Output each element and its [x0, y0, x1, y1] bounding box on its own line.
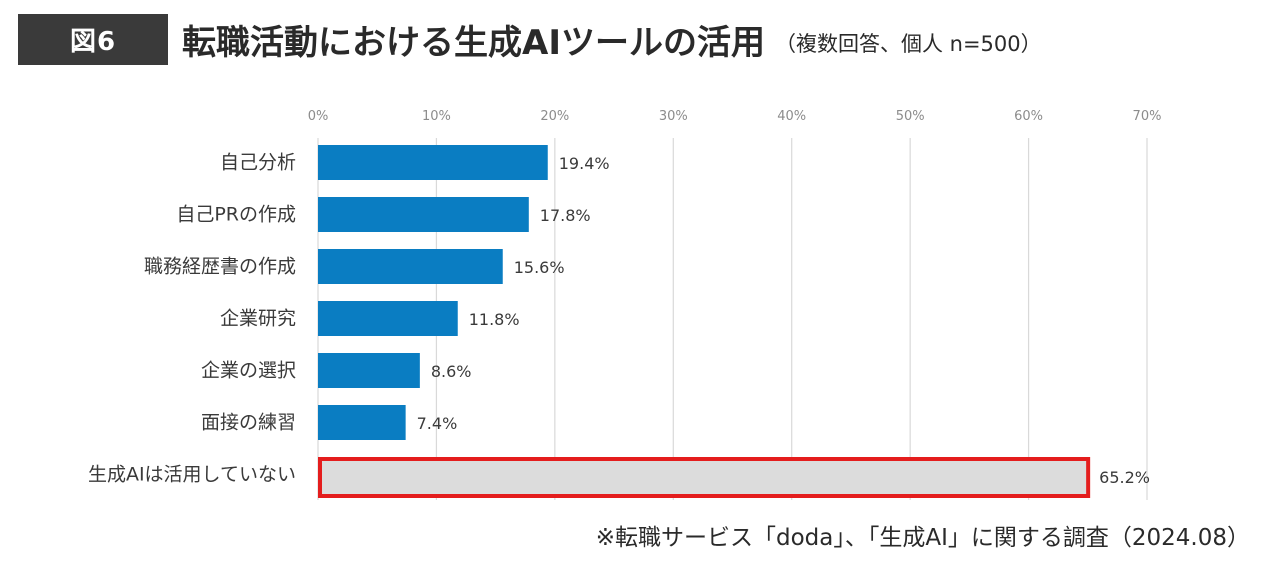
data-label: 17.8%: [540, 206, 591, 225]
bar: [318, 353, 420, 388]
data-labels: 19.4% 17.8% 15.6% 11.8% 8.6% 7.4% 65.2%: [417, 154, 1150, 487]
bar: [318, 249, 503, 284]
category-labels: 自己分析自己PRの作成職務経歴書の作成企業研究企業の選択面接の練習生成AIは活用…: [88, 152, 296, 486]
x-tick-label: 50%: [896, 109, 925, 124]
bar: [318, 405, 406, 440]
category-label: 企業の選択: [201, 360, 296, 382]
category-label: 企業研究: [220, 308, 296, 330]
x-tick-label: 70%: [1133, 109, 1162, 124]
category-label: 生成AIは活用していない: [88, 464, 296, 486]
figure-badge: 図6: [18, 14, 168, 65]
x-tick-label: 40%: [777, 109, 806, 124]
x-axis-ticks: 0% 10% 20% 30% 40% 50% 60% 70%: [308, 109, 1162, 124]
chart-title: 転職活動における生成AIツールの活用: [182, 23, 765, 63]
data-label: 19.4%: [559, 154, 610, 173]
x-tick-label: 0%: [308, 109, 329, 124]
x-tick-label: 10%: [422, 109, 451, 124]
data-label: 15.6%: [514, 258, 565, 277]
source-note: ※転職サービス「doda」、「生成AI」に関する調査（2024.08）: [595, 525, 1250, 551]
data-label: 8.6%: [431, 362, 472, 381]
bar: [318, 197, 529, 232]
x-tick-label: 30%: [659, 109, 688, 124]
data-label: 11.8%: [469, 310, 520, 329]
data-label: 7.4%: [417, 414, 458, 433]
bar-highlighted: [318, 457, 1091, 498]
x-tick-label: 60%: [1014, 109, 1043, 124]
category-label: 職務経歴書の作成: [144, 256, 296, 278]
category-label: 自己分析: [220, 152, 296, 174]
bar: [318, 145, 548, 180]
bar: [318, 301, 458, 336]
bars: [318, 145, 1091, 498]
category-label: 面接の練習: [201, 412, 296, 434]
x-tick-label: 20%: [540, 109, 569, 124]
chart-subtitle: （複数回答、個人 n=500）: [774, 31, 1042, 56]
title-row: 転職活動における生成AIツールの活用 （複数回答、個人 n=500）: [182, 14, 1042, 65]
category-label: 自己PRの作成: [176, 204, 296, 226]
data-label: 65.2%: [1099, 468, 1150, 487]
